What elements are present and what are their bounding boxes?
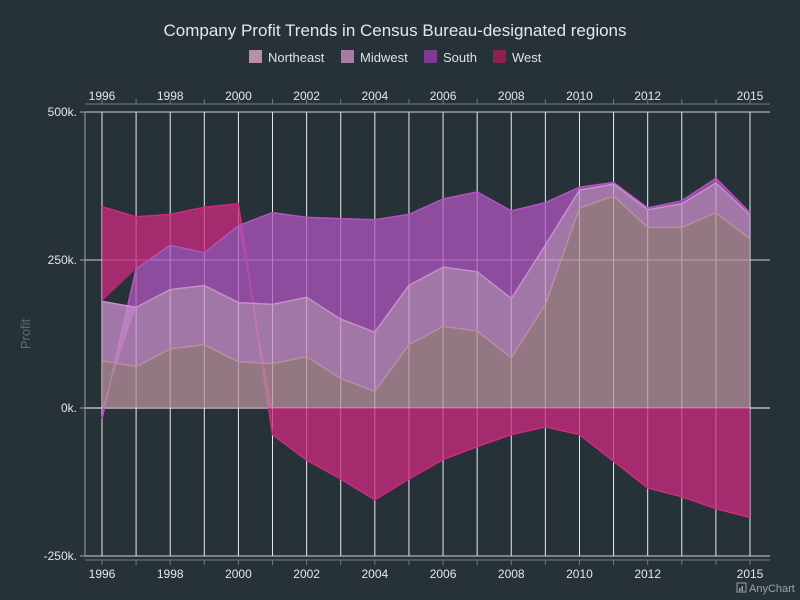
x-tick-label-top: 2000 bbox=[225, 89, 252, 103]
series-area-west bbox=[102, 203, 750, 518]
credit[interactable]: AnyChart bbox=[736, 582, 795, 595]
chart-logo-icon bbox=[736, 582, 747, 593]
x-tick-label-top: 2004 bbox=[361, 89, 388, 103]
legend-item-northeast: Northeast bbox=[268, 50, 325, 65]
chart-logo-bar bbox=[741, 586, 743, 591]
x-tick-label-top: 2010 bbox=[566, 89, 593, 103]
x-tick-label-top: 2008 bbox=[498, 89, 525, 103]
series-line-northeast bbox=[101, 195, 751, 393]
x-tick-label-top: 1998 bbox=[157, 89, 184, 103]
y-tick-label: 0k. bbox=[61, 401, 77, 415]
x-tick-label-bottom: 1996 bbox=[89, 567, 116, 581]
area-layer bbox=[101, 177, 751, 519]
series-line-south bbox=[101, 177, 751, 419]
axes: 500k. 250k. 0k. -250k. 1996 1996 1998 1998 2000 2… bbox=[44, 89, 770, 581]
series-line-midwest bbox=[101, 182, 751, 334]
x-tick-label-bottom: 1998 bbox=[157, 567, 184, 581]
chart-title: Company Profit Trends in Census Bureau-d… bbox=[163, 21, 626, 40]
legend-swatch bbox=[341, 50, 354, 63]
series-area-south bbox=[102, 178, 750, 419]
x-tick-label-bottom: 2008 bbox=[498, 567, 525, 581]
legend-swatch bbox=[493, 50, 506, 63]
chart-logo-bar bbox=[739, 588, 741, 591]
credit-label: AnyChart bbox=[749, 583, 795, 595]
x-tick-label-bottom: 2002 bbox=[293, 567, 320, 581]
x-tick-label-top: 2015 bbox=[737, 89, 764, 103]
x-tick-label-top: 2006 bbox=[430, 89, 457, 103]
x-tick-label-top: 1996 bbox=[89, 89, 116, 103]
legend-swatch bbox=[424, 50, 437, 63]
x-tick-label-top: 2012 bbox=[634, 89, 661, 103]
legend: Northeast Midwest South West bbox=[249, 50, 542, 65]
x-tick-label-bottom: 2000 bbox=[225, 567, 252, 581]
series-line-west bbox=[101, 202, 751, 519]
legend-item-west: West bbox=[512, 50, 542, 65]
x-tick-label-bottom: 2015 bbox=[737, 567, 764, 581]
x-tick-label-bottom: 2004 bbox=[361, 567, 388, 581]
series-area-northeast bbox=[102, 196, 750, 408]
y-axis-title: Profit bbox=[18, 318, 33, 349]
x-tick-label-bottom: 2012 bbox=[634, 567, 661, 581]
x-tick-label-top: 2002 bbox=[293, 89, 320, 103]
legend-item-south: South bbox=[443, 50, 477, 65]
y-tick-label: 250k. bbox=[48, 253, 77, 267]
legend-swatch bbox=[249, 50, 262, 63]
legend-item-midwest: Midwest bbox=[360, 50, 408, 65]
x-tick-label-bottom: 2006 bbox=[430, 567, 457, 581]
y-tick-label: 500k. bbox=[48, 105, 77, 119]
series-area-midwest bbox=[102, 183, 750, 392]
y-tick-label: -250k. bbox=[44, 549, 77, 563]
x-tick-label-bottom: 2010 bbox=[566, 567, 593, 581]
